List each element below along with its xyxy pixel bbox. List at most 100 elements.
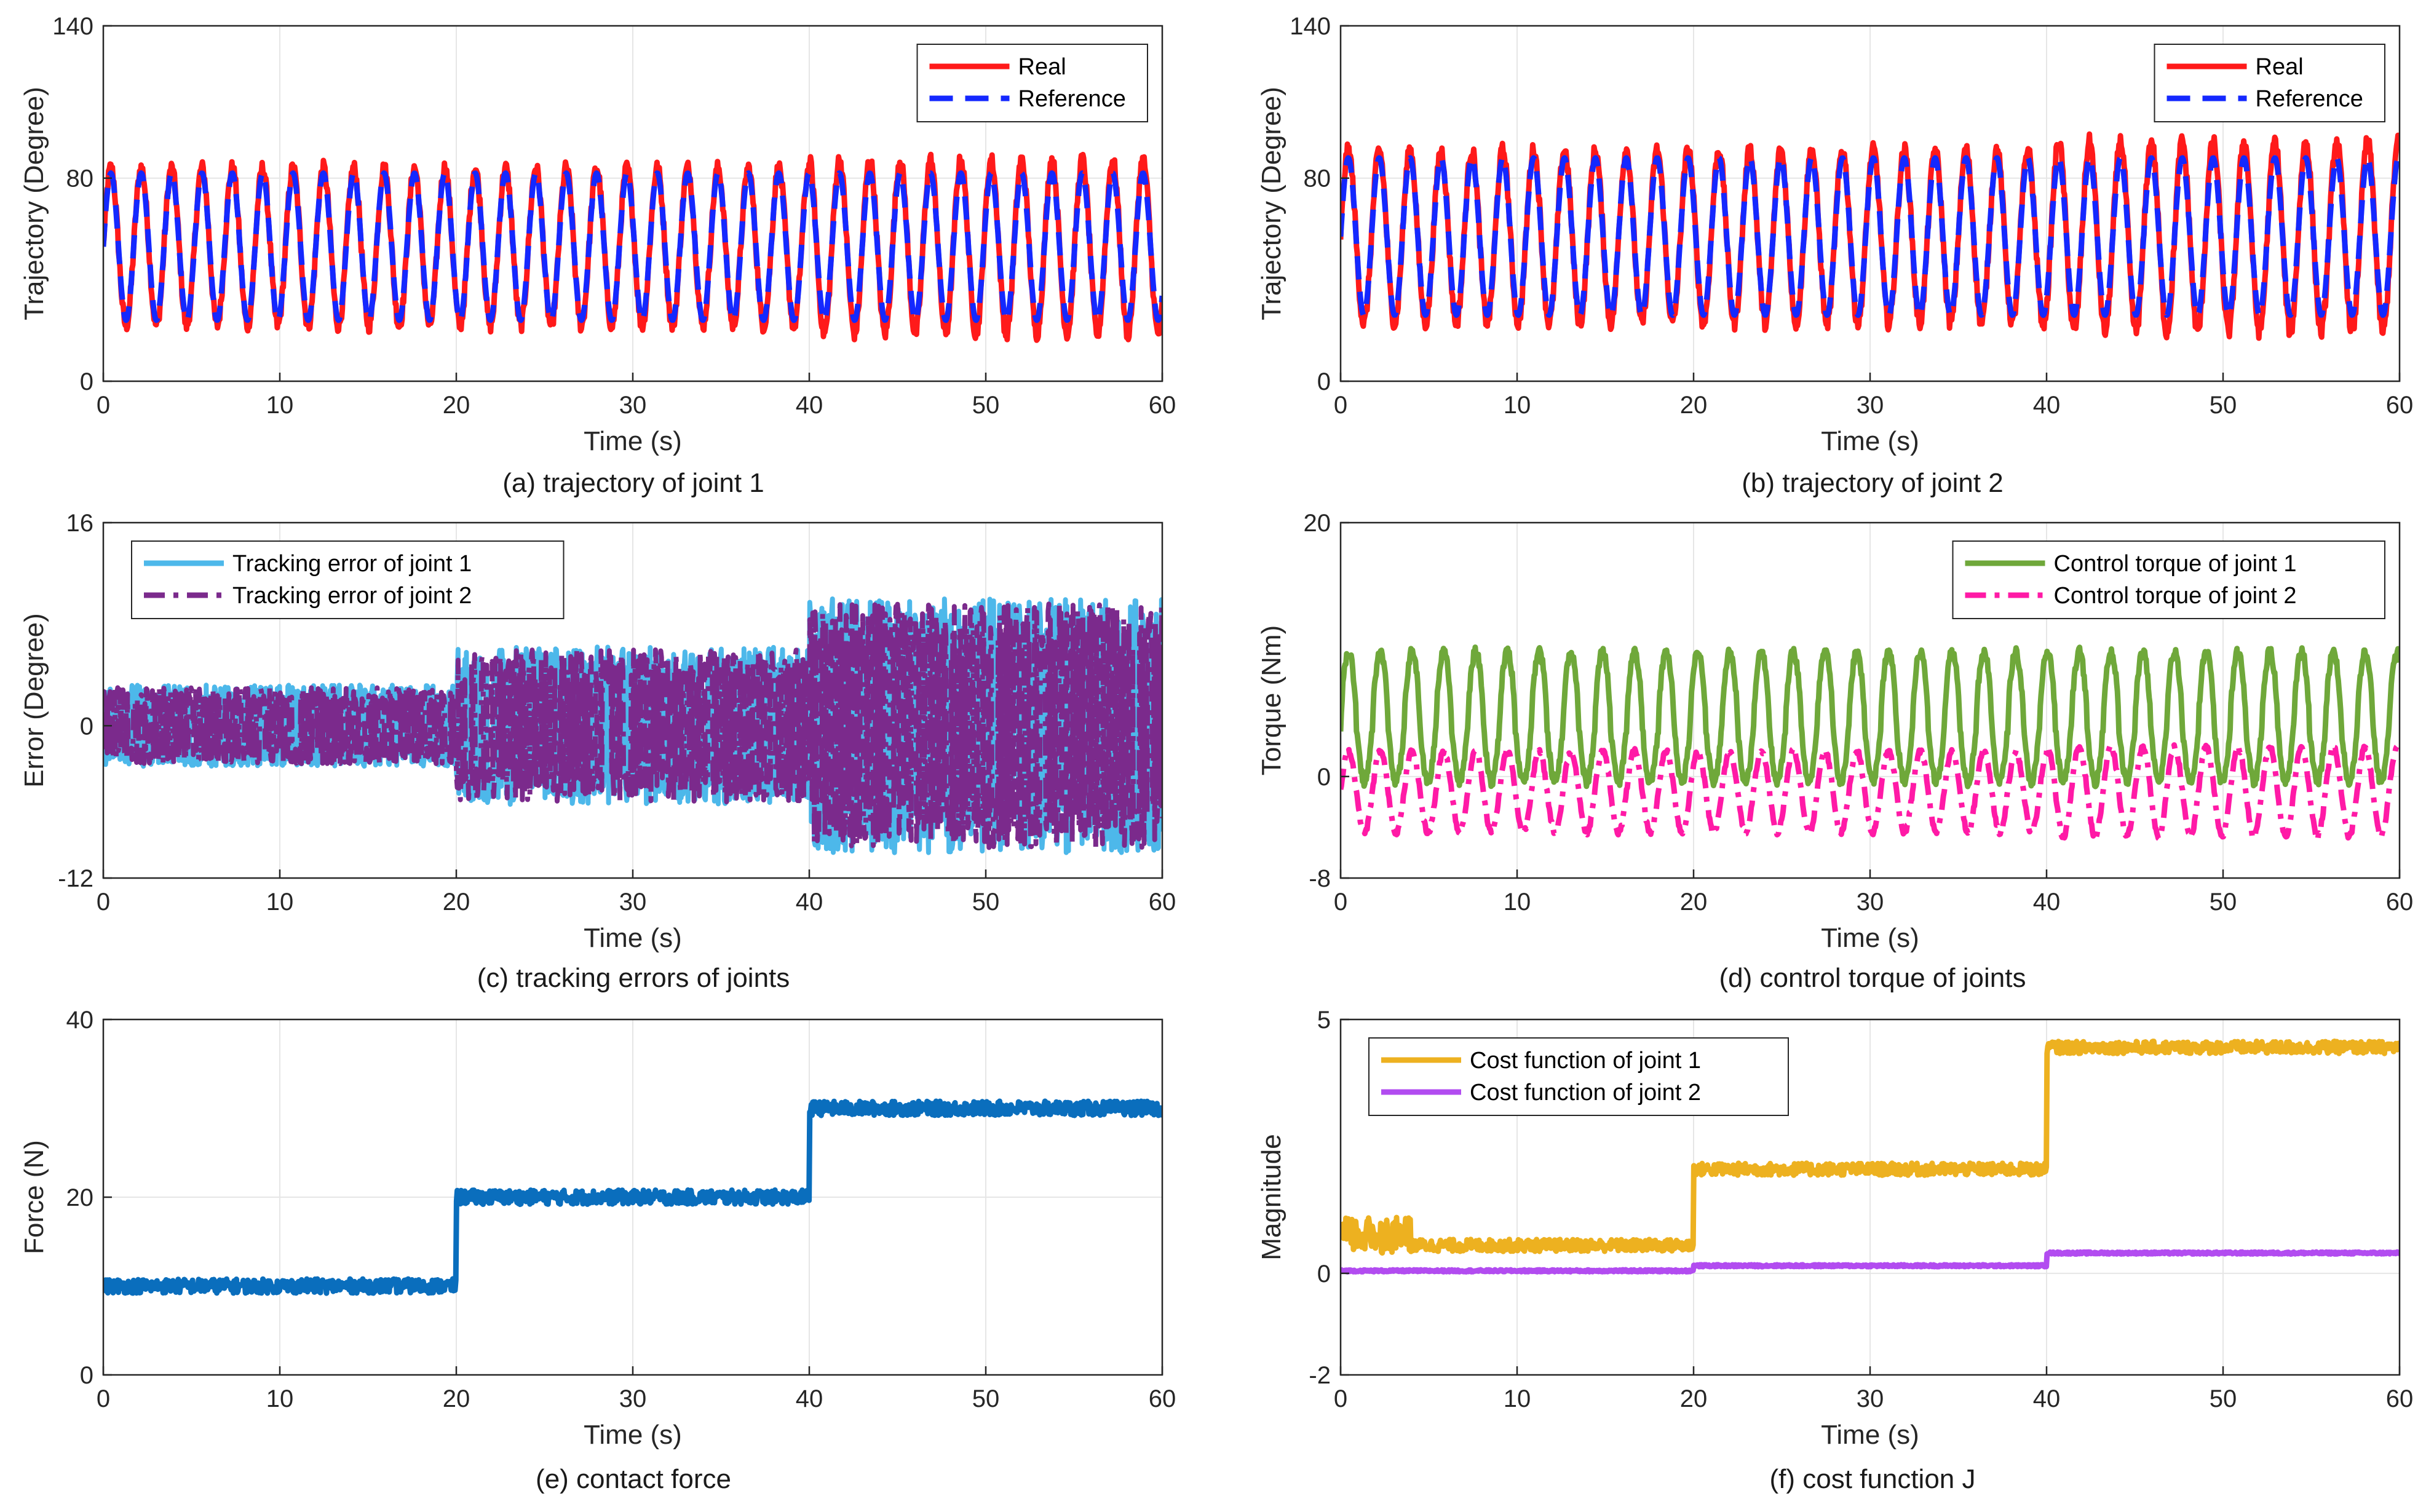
x-tick-label: 0 bbox=[1334, 1385, 1347, 1412]
y-tick-label: 0 bbox=[1317, 368, 1331, 395]
series-line-b-1 bbox=[1341, 155, 2400, 319]
x-axis-label: Time (s) bbox=[1821, 1420, 1919, 1450]
x-tick-label: 30 bbox=[1857, 889, 1884, 916]
y-axis-label: Trajectory (Degree) bbox=[19, 87, 49, 320]
legend-label: Tracking error of joint 1 bbox=[232, 551, 472, 577]
y-tick-label: 0 bbox=[80, 368, 93, 395]
legend-box bbox=[1952, 540, 2385, 619]
chart-b: 0 10 20 30 40 50 60 0 80 140 Time (s) Trajectory (D… bbox=[1256, 13, 2413, 498]
legend: Control torque of joint 1 Control torque … bbox=[1952, 540, 2385, 619]
legend: Cost function of joint 1 Cost function of… bbox=[1368, 1037, 1789, 1116]
x-tick-label: 60 bbox=[1149, 1385, 1176, 1412]
legend-box bbox=[2154, 44, 2385, 122]
x-tick-label: 20 bbox=[1680, 1385, 1708, 1412]
x-tick-label: 60 bbox=[1149, 889, 1176, 916]
x-tick-label: 50 bbox=[2210, 392, 2237, 419]
legend: Real Reference bbox=[916, 44, 1148, 122]
y-axis-label: Torque (Nm) bbox=[1256, 625, 1286, 776]
x-tick-label: 0 bbox=[97, 889, 110, 916]
legend-box bbox=[131, 540, 565, 619]
y-tick-label: -8 bbox=[1309, 865, 1331, 892]
x-tick-label: 10 bbox=[1504, 889, 1531, 916]
figure-caption: (b) trajectory of joint 2 bbox=[1742, 468, 2004, 498]
y-axis-label: Magnitude bbox=[1256, 1134, 1286, 1260]
x-tick-label: 0 bbox=[97, 392, 110, 419]
x-tick-label: 20 bbox=[1680, 889, 1708, 916]
x-tick-label: 50 bbox=[2210, 889, 2237, 916]
series-line-a-1 bbox=[103, 170, 1162, 323]
x-tick-label: 60 bbox=[2386, 392, 2414, 419]
x-tick-label: 20 bbox=[443, 392, 470, 419]
figure-caption: (e) contact force bbox=[536, 1464, 731, 1494]
x-tick-label: 20 bbox=[1680, 392, 1708, 419]
legend-label: Control torque of joint 2 bbox=[2054, 583, 2297, 609]
x-tick-label: 30 bbox=[1857, 1385, 1884, 1412]
x-tick-label: 30 bbox=[619, 889, 647, 916]
chart-e: 0 10 20 30 40 50 60 0 20 40 Time (s) Force (N) (e) c… bbox=[19, 1007, 1176, 1494]
x-axis-label: Time (s) bbox=[1821, 426, 1919, 456]
x-tick-label: 60 bbox=[2386, 1385, 2414, 1412]
y-tick-label: 80 bbox=[66, 165, 94, 192]
x-tick-label: 60 bbox=[2386, 889, 2414, 916]
y-axis-label: Error (Degree) bbox=[19, 613, 49, 788]
x-tick-label: 0 bbox=[97, 1385, 110, 1412]
x-tick-label: 30 bbox=[619, 1385, 647, 1412]
x-tick-label: 40 bbox=[796, 1385, 823, 1412]
y-tick-label: 0 bbox=[80, 1362, 93, 1389]
legend: Real Reference bbox=[2154, 44, 2385, 122]
series-line-f-0 bbox=[1341, 1039, 2400, 1256]
x-tick-label: 50 bbox=[972, 889, 1000, 916]
x-axis-label: Time (s) bbox=[1821, 923, 1919, 953]
y-tick-label: 20 bbox=[1304, 510, 1331, 537]
y-tick-label: 16 bbox=[66, 510, 94, 537]
figure-caption: (a) trajectory of joint 1 bbox=[502, 468, 764, 498]
x-tick-label: 40 bbox=[2033, 1385, 2061, 1412]
x-axis-label: Time (s) bbox=[584, 1420, 682, 1450]
legend-label: Real bbox=[2256, 54, 2304, 80]
legend-label: Tracking error of joint 2 bbox=[232, 583, 472, 609]
x-axis-label: Time (s) bbox=[584, 426, 682, 456]
y-axis-label: Trajectory (Degree) bbox=[1256, 87, 1286, 320]
legend-label: Cost function of joint 2 bbox=[1470, 1080, 1701, 1106]
x-tick-label: 30 bbox=[1857, 392, 1884, 419]
x-tick-label: 20 bbox=[443, 1385, 470, 1412]
y-tick-label: 40 bbox=[66, 1007, 94, 1034]
y-tick-label: 140 bbox=[1290, 13, 1331, 40]
chart-a: 0 10 20 30 40 50 60 0 80 140 Time (s) Trajectory (D… bbox=[19, 13, 1176, 498]
x-axis-label: Time (s) bbox=[584, 923, 682, 953]
x-tick-label: 10 bbox=[1504, 392, 1531, 419]
x-tick-label: 0 bbox=[1334, 889, 1347, 916]
figure-caption: (f) cost function J bbox=[1769, 1464, 1975, 1494]
legend-label: Cost function of joint 1 bbox=[1470, 1048, 1701, 1074]
y-tick-label: 0 bbox=[1317, 764, 1331, 791]
x-tick-label: 20 bbox=[443, 889, 470, 916]
y-axis-label: Force (N) bbox=[19, 1140, 49, 1254]
series-line-d-1 bbox=[1341, 742, 2400, 842]
figure-caption: (c) tracking errors of joints bbox=[477, 963, 790, 993]
x-tick-label: 40 bbox=[2033, 889, 2061, 916]
x-tick-label: 50 bbox=[2210, 1385, 2237, 1412]
x-tick-label: 10 bbox=[266, 889, 294, 916]
x-tick-label: 40 bbox=[796, 889, 823, 916]
legend-label: Control torque of joint 1 bbox=[2054, 551, 2297, 577]
y-tick-label: 20 bbox=[66, 1184, 94, 1211]
x-tick-label: 50 bbox=[972, 1385, 1000, 1412]
y-tick-label: 5 bbox=[1317, 1007, 1331, 1034]
series-line-d-0 bbox=[1341, 644, 2400, 790]
legend-label: Real bbox=[1018, 54, 1066, 80]
series-line-f-1 bbox=[1341, 1249, 2400, 1275]
y-tick-label: -2 bbox=[1309, 1362, 1331, 1389]
legend: Tracking error of joint 1 Tracking error … bbox=[131, 540, 565, 619]
figure-caption: (d) control torque of joints bbox=[1719, 963, 2026, 993]
x-tick-label: 40 bbox=[2033, 392, 2061, 419]
legend-label: Reference bbox=[1018, 86, 1126, 112]
x-tick-label: 10 bbox=[266, 392, 294, 419]
y-tick-label: 80 bbox=[1304, 165, 1331, 192]
y-tick-label: 0 bbox=[1317, 1261, 1331, 1288]
x-tick-label: 0 bbox=[1334, 392, 1347, 419]
legend-box bbox=[1368, 1037, 1789, 1116]
